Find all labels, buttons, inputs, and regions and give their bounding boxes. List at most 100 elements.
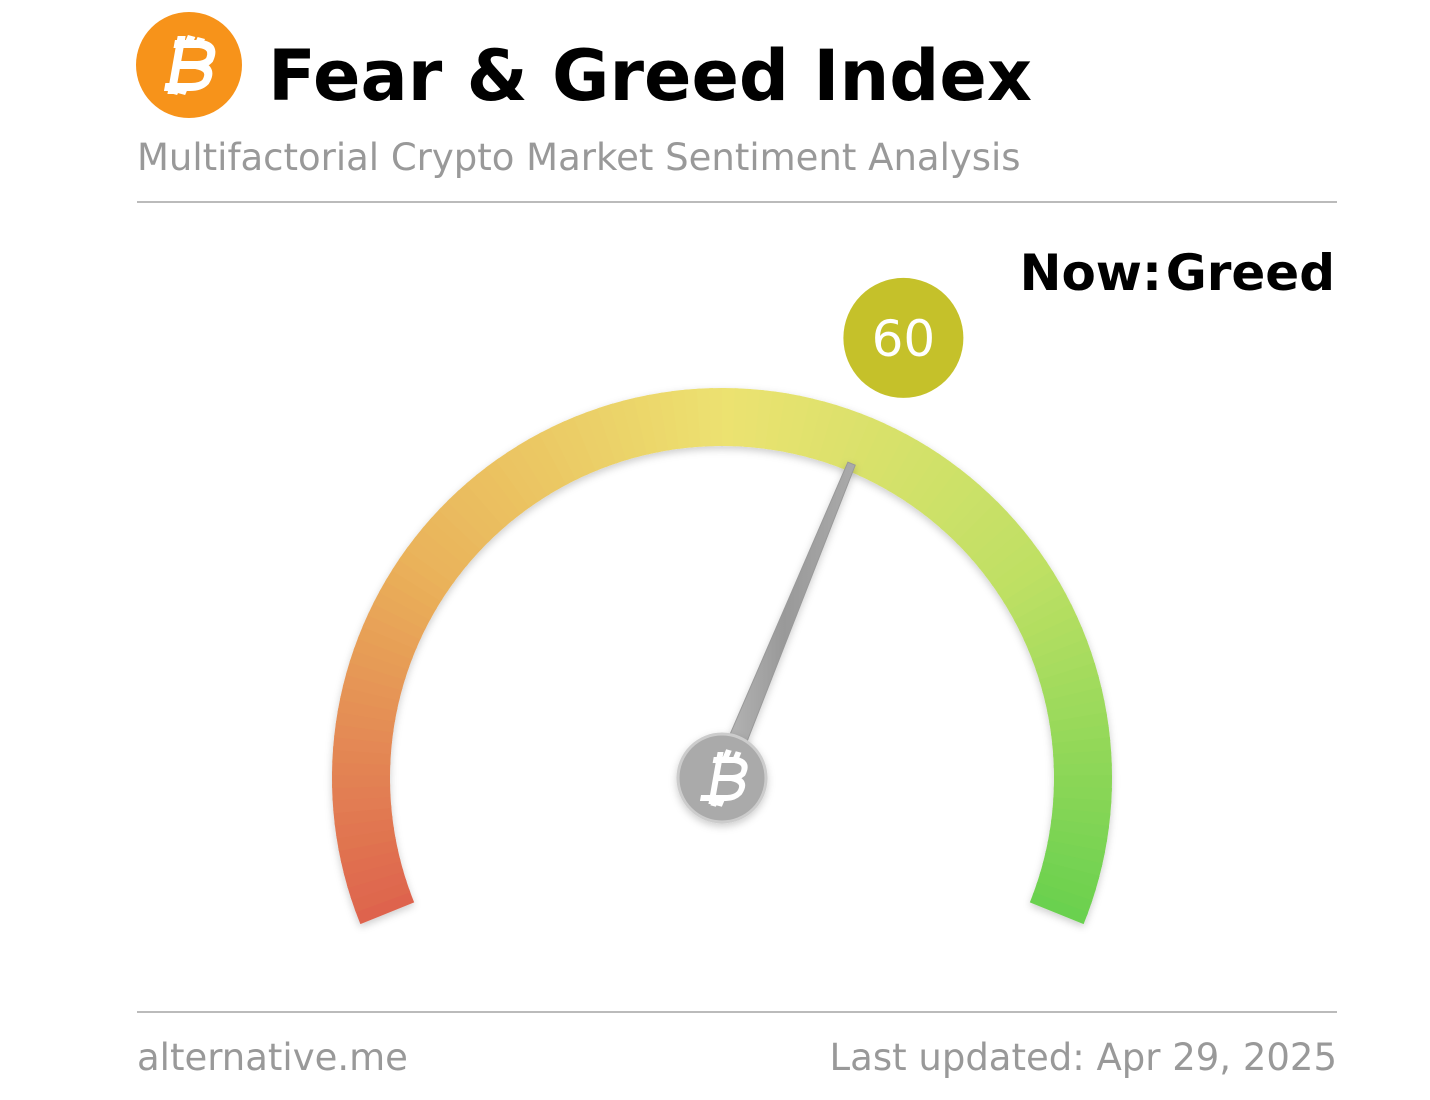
gauge-segment: [1029, 892, 1089, 925]
gauge-segment: [343, 858, 404, 889]
gauge-segment: [963, 510, 1017, 561]
gauge-segment: [991, 549, 1048, 596]
gauge-segment: [1023, 615, 1083, 653]
gauge-segment: [807, 401, 839, 462]
gauge-segment: [573, 411, 609, 472]
gauge-segment: [786, 395, 814, 456]
gauge-segment: [367, 600, 427, 640]
gauge-segment: [858, 422, 898, 482]
gauge-segment: [775, 393, 802, 453]
gauge-segment: [391, 556, 449, 602]
value-badge: [843, 277, 964, 398]
gauge-segment: [550, 420, 589, 480]
gauge-segment: [385, 567, 443, 611]
gauge-segment: [456, 481, 507, 535]
gauge-segment: [633, 394, 661, 455]
gauge-segment: [977, 529, 1033, 578]
gauge-segment: [335, 708, 396, 733]
gauge-segment: [984, 539, 1041, 587]
classification: Greed: [1166, 244, 1335, 302]
gauge-segment: [527, 431, 570, 491]
gauge-segment: [597, 403, 630, 464]
needle: [712, 461, 856, 783]
gauge-segment: [447, 489, 499, 543]
gauge-segment: [797, 398, 827, 459]
gauge-segment: [438, 498, 491, 551]
gauge-segment: [931, 475, 982, 530]
gauge-segment: [896, 446, 941, 504]
gauge-segment: [887, 439, 931, 498]
gauge-segment: [346, 868, 407, 901]
gauge-segment: [339, 683, 400, 712]
gauge-segment: [1035, 650, 1096, 683]
logo: [136, 12, 242, 118]
gauge-segment: [1045, 840, 1106, 868]
gauge-segment: [561, 415, 599, 476]
gauge-segment: [1044, 687, 1105, 715]
gauge-segment: [914, 460, 962, 517]
gauge-segment: [495, 451, 541, 508]
gauge-segment: [336, 826, 396, 852]
gauge-segment: [1032, 638, 1092, 673]
gauge-segment: [1042, 850, 1103, 880]
gauge-segment: [585, 407, 619, 468]
gauge-segment: [948, 492, 1000, 545]
gauge-segment: [465, 473, 515, 528]
gauge-segment: [709, 388, 726, 447]
gauge-segment: [970, 519, 1025, 569]
gauge-segment: [538, 426, 579, 485]
gauge-segment: [349, 647, 410, 680]
gauge-segment: [828, 408, 863, 469]
gauge-segment: [475, 465, 524, 521]
gauge-segment: [646, 392, 672, 453]
hub-logo: [699, 749, 748, 807]
title: Fear & Greed Index: [268, 35, 1032, 117]
gauge-segment: [1047, 699, 1108, 726]
gauge-segment: [1053, 762, 1112, 780]
gauge-segment: [378, 578, 437, 621]
gauge-segment: [516, 437, 560, 496]
gauge-segment: [354, 889, 415, 925]
gauge-segment: [398, 546, 455, 593]
gauge-segment: [817, 404, 851, 465]
gauge-segment: [485, 458, 533, 515]
gauge-segment: [609, 400, 640, 461]
gauge-segment: [357, 623, 418, 660]
updated: Last updated: Apr 29, 2025: [830, 1036, 1337, 1079]
gauge-segment: [413, 526, 469, 575]
gauge-segment: [1003, 570, 1061, 614]
gauge-segment: [362, 611, 422, 650]
gauge-segment: [848, 417, 886, 477]
gauge-segment: [1049, 818, 1110, 843]
gauge-segment: [340, 847, 401, 876]
gauge-segment: [506, 444, 551, 502]
gauge-segment: [955, 501, 1009, 553]
gauge-band: [332, 388, 1113, 925]
gauge-segment: [877, 433, 920, 492]
gauge-segment: [1039, 662, 1100, 694]
source: alternative.me: [137, 1036, 408, 1079]
gauge-segment: [429, 507, 483, 559]
gauge-segment: [940, 483, 991, 538]
gauge-segment: [1032, 882, 1093, 916]
gauge-segment: [337, 695, 398, 722]
gauge-segment: [923, 467, 972, 523]
gauge-segment: [338, 837, 399, 864]
value-label: 60: [872, 310, 936, 368]
gauge-segment: [350, 878, 411, 913]
gauge-segment: [765, 391, 790, 451]
gauge-segment: [405, 536, 462, 584]
gauge-segment: [621, 397, 651, 458]
gauge-segment: [332, 771, 391, 788]
gauge-segment: [997, 559, 1055, 605]
now-label: Now:: [1020, 244, 1162, 302]
gauge-segment: [1028, 626, 1088, 663]
gauge-segment: [342, 671, 403, 701]
gauge-segment: [838, 412, 875, 473]
gauge-segment: [1036, 871, 1097, 904]
gauge-segment: [1047, 829, 1108, 855]
gauge-segment: [1019, 603, 1078, 643]
subtitle: Multifactorial Crypto Market Sentiment A…: [137, 136, 1021, 179]
gauge-segment: [353, 635, 414, 670]
